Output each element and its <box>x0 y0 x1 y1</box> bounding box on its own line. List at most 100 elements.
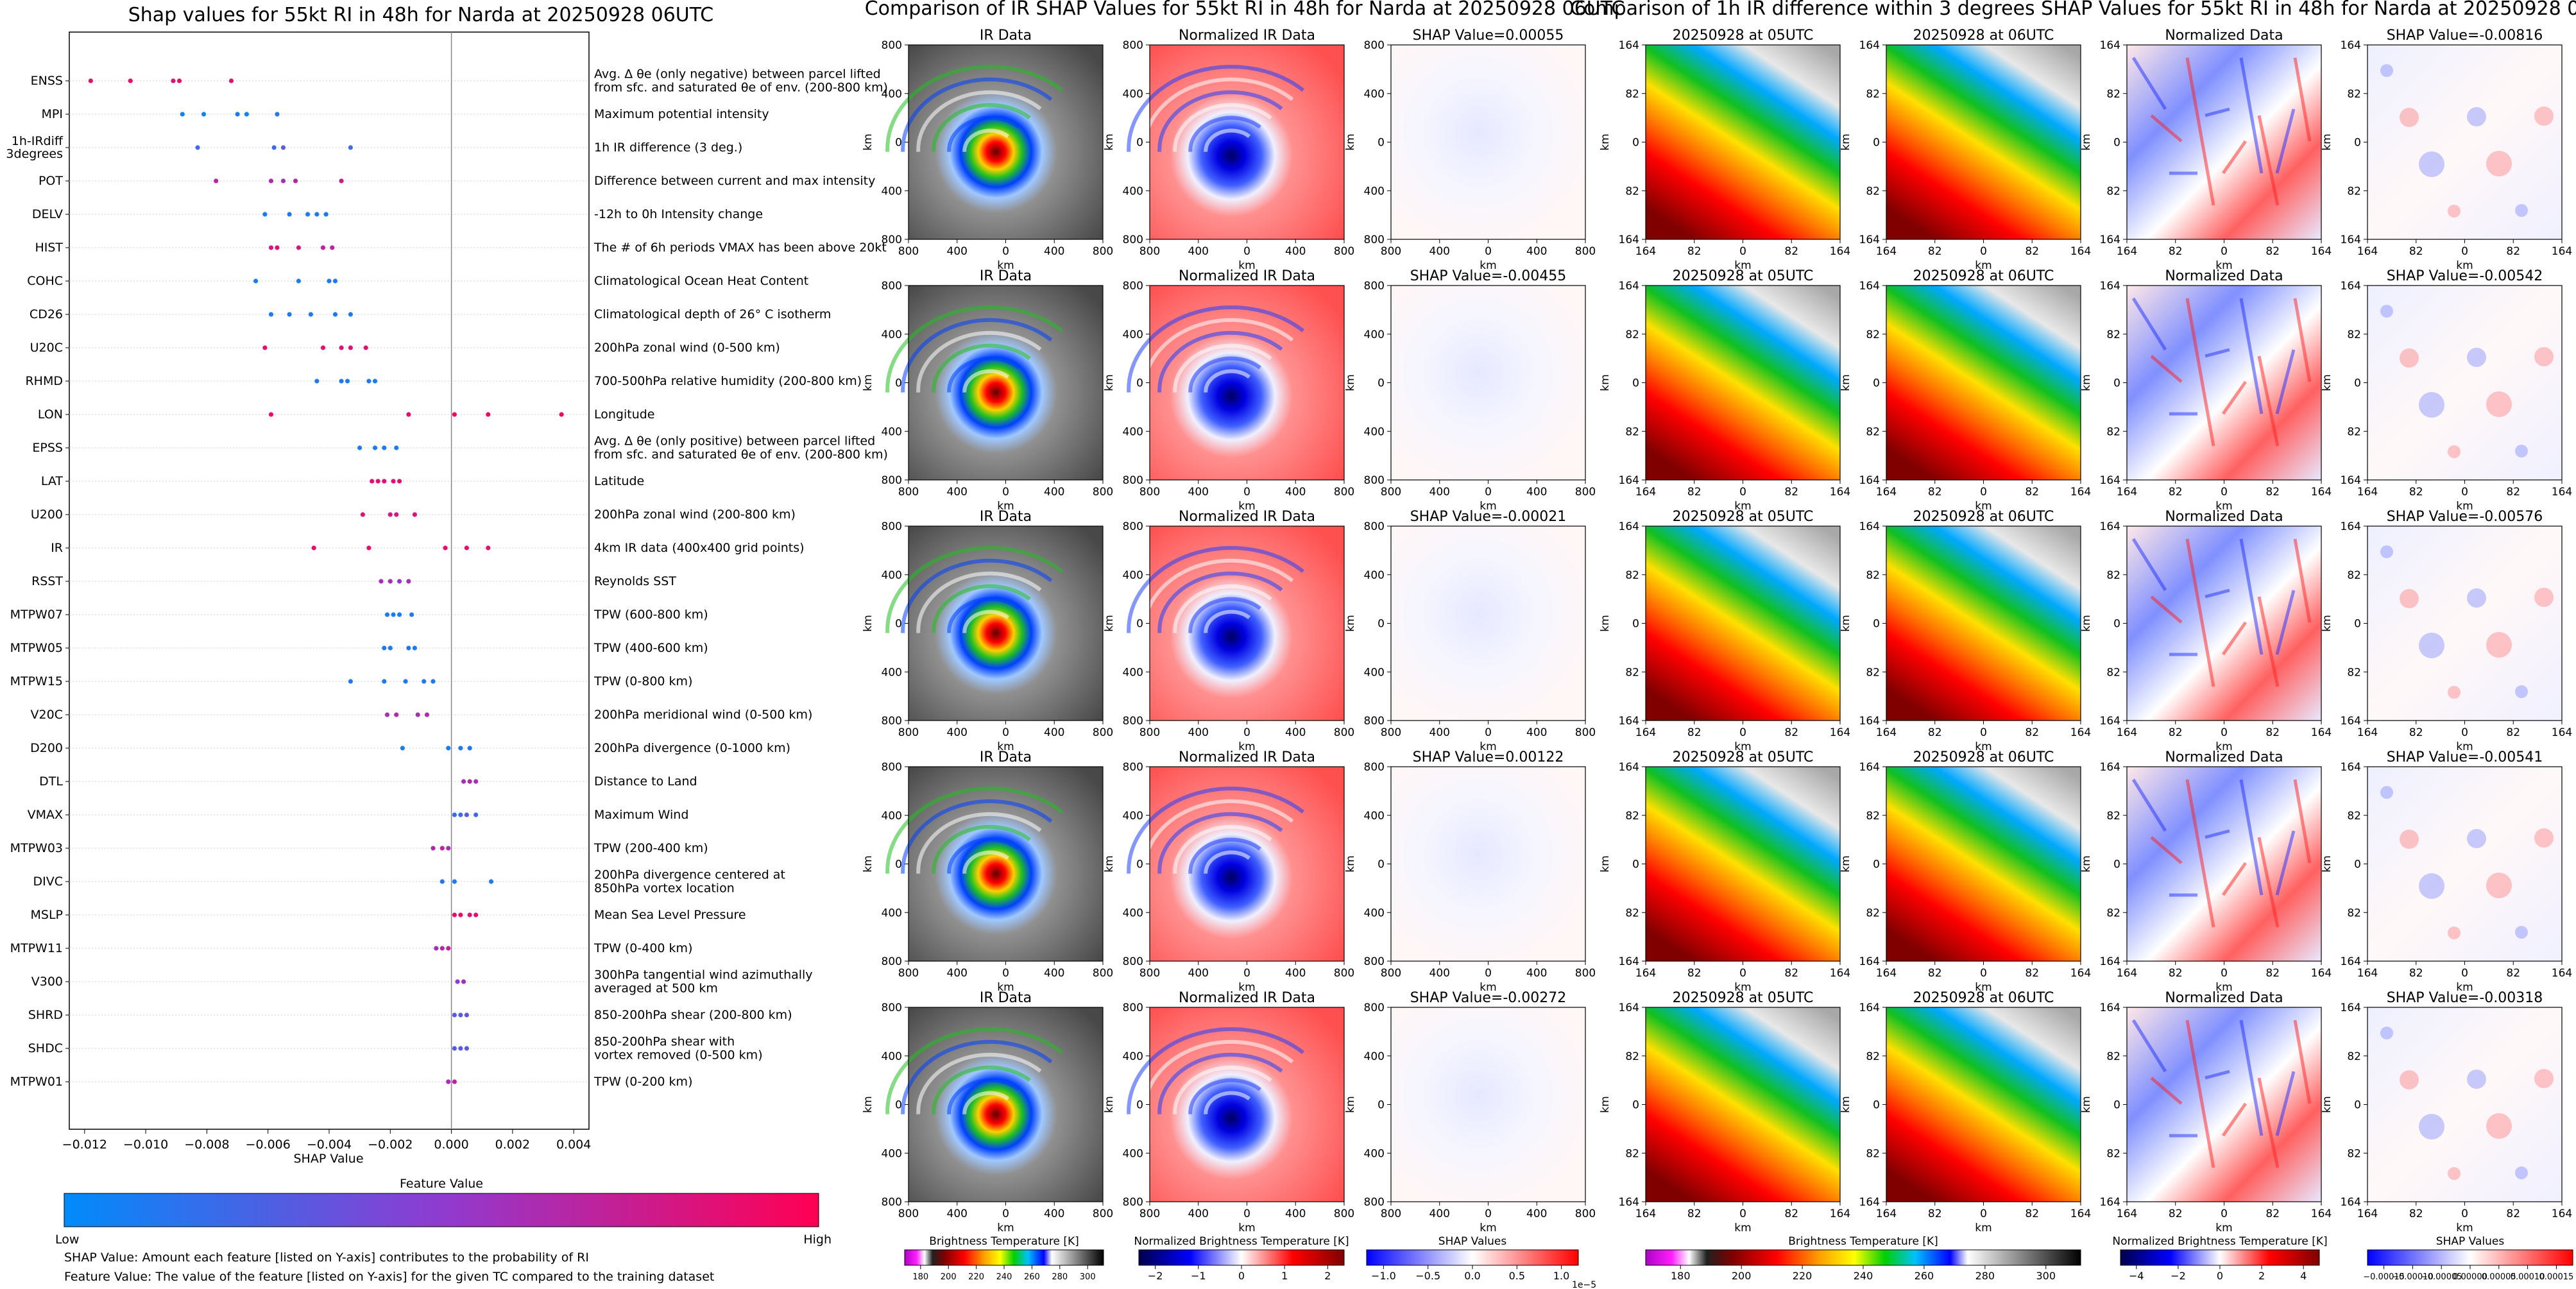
texture-band <box>1173 584 1272 633</box>
x-tick-label: 400 <box>947 486 968 499</box>
shap-point <box>394 712 399 717</box>
x-tick-label: 400 <box>1429 726 1450 739</box>
shap-point <box>280 145 286 150</box>
shap-point <box>409 612 414 617</box>
colorbar-tick-label: 240 <box>996 1272 1012 1282</box>
y-axis-label: km <box>1599 855 1612 872</box>
panel-image <box>1886 45 2081 239</box>
shap-point <box>370 479 375 484</box>
y-tick-label: 0 <box>2113 1099 2120 1112</box>
shap-point <box>382 445 387 450</box>
colorbar-tick-label: 220 <box>1793 1270 1813 1282</box>
shap-point <box>458 1046 463 1051</box>
x-tick-label: 0 <box>1739 726 1746 739</box>
shap-point <box>311 545 316 551</box>
shap-point <box>467 912 472 918</box>
x-tick-label: 82 <box>2409 1208 2423 1220</box>
image-panel: Normalized Data1641648282008282164164kmk… <box>2080 990 2332 1234</box>
texture-band <box>947 837 1020 874</box>
texture-band <box>932 1065 1031 1114</box>
shap-point <box>394 445 399 450</box>
panel-title: Normalized IR Data <box>1179 28 1315 44</box>
x-tick-label: 800 <box>1093 726 1113 739</box>
y-axis-label: km <box>862 374 874 391</box>
feature-row: V20C 200hPa meridional wind (0-500 km) <box>31 708 813 722</box>
x-tick-label: 164 <box>2357 1208 2378 1220</box>
panel-image <box>1391 526 1585 721</box>
panel-title: SHAP Value=-0.00542 <box>2387 268 2543 284</box>
y-tick-label: 82 <box>2347 425 2361 438</box>
feature-name-label: SHRD <box>28 1008 63 1022</box>
x-tick-label: 82 <box>1928 245 1942 258</box>
texture-band <box>2239 1020 2264 1136</box>
texture-band <box>932 343 1031 393</box>
panel-image <box>1391 767 1585 961</box>
x-tick-label: 164 <box>1635 967 1656 980</box>
x-tick-label: 0 <box>1002 1208 1009 1220</box>
texture-band <box>2131 538 2167 592</box>
y-tick-label: 164 <box>2341 761 2361 774</box>
feature-row: MTPW05 TPW (400-600 km) <box>10 641 708 655</box>
feature-name-label: D200 <box>30 741 63 755</box>
x-tick-label: 0 <box>1002 726 1009 739</box>
x-axis-label: km <box>2456 1222 2473 1234</box>
panel-title: 20250928 at 06UTC <box>1913 509 2054 525</box>
irdiff-shap-grid: 20250928 at 05UTC 164 164 82 82 0 0 82 82 164 164 k… <box>1599 28 2572 1234</box>
texture-blob <box>2419 873 2444 899</box>
y-tick-label: 82 <box>1625 329 1639 341</box>
colorbar-tick-label: −2 <box>1148 1270 1163 1282</box>
texture-blob <box>2448 205 2461 218</box>
panel-image <box>2127 526 2321 721</box>
x-tick-label: 82 <box>1928 486 1942 499</box>
texture-band <box>1188 115 1261 152</box>
panel-title: 20250928 at 05UTC <box>1673 28 1814 44</box>
y-axis-label: km <box>1103 133 1116 150</box>
feature-name-label: MPI <box>42 107 63 121</box>
panel-title: 20250928 at 05UTC <box>1673 268 1814 284</box>
x-tick-label: 164 <box>2117 967 2137 980</box>
y-tick-label: 800 <box>1123 715 1143 728</box>
panel-image <box>908 1007 1103 1202</box>
x-tick-label: 800 <box>1139 726 1160 739</box>
y-tick-label: 82 <box>2106 88 2120 101</box>
panel-image <box>2127 286 2321 480</box>
colorbar-label: Normalized Brightness Temperature [K] <box>2112 1235 2327 1248</box>
panel-title: SHAP Value=-0.00021 <box>1410 509 1567 525</box>
x-tick-label: 82 <box>2409 486 2423 499</box>
shap-point <box>452 1079 457 1084</box>
feature-row: MSLP Mean Sea Level Pressure <box>31 908 746 922</box>
texture-band <box>2257 837 2280 928</box>
footnote-shap: SHAP Value: Amount each feature [listed … <box>64 1251 589 1265</box>
y-tick-label: 164 <box>1859 280 1880 293</box>
y-tick-label: 0 <box>1378 137 1385 149</box>
feature-description: Distance to Land <box>594 774 697 789</box>
x-tick-label: 800 <box>1381 1208 1401 1220</box>
shap-point <box>439 846 445 851</box>
x-tick-label: 0 <box>2461 1208 2468 1220</box>
irdiff-shap-colorbars: Brightness Temperature [K]180 200 220 240 26… <box>1645 1235 2573 1282</box>
texture-blob <box>2380 545 2393 558</box>
y-tick-label: 164 <box>1619 1002 1639 1014</box>
x-tick-label: 164 <box>1876 967 1897 980</box>
panel-image <box>908 45 1103 239</box>
x-tick-label: 0 <box>2461 245 2468 258</box>
colorbar-tick-label: 0.0 <box>1464 1270 1480 1282</box>
shap-point <box>268 312 274 317</box>
texture-band <box>885 305 1064 393</box>
panel-image <box>1391 286 1585 480</box>
feature-description: Climatological depth of 26° C isotherm <box>594 307 831 321</box>
y-tick-label: 400 <box>1364 666 1385 679</box>
shap-point <box>287 312 292 317</box>
image-panel: 20250928 at 05UTC1641648282008282164164k… <box>1599 990 1850 1234</box>
x-tick-label: 164 <box>2311 1208 2332 1220</box>
texture-band <box>2185 779 2215 928</box>
shap-point <box>388 645 393 651</box>
x-tick-label: 164 <box>2117 1208 2137 1220</box>
feature-row: LAT Latitude <box>41 474 644 488</box>
shap-point <box>431 846 436 851</box>
texture-band <box>1127 64 1305 152</box>
panel-image <box>1150 286 1344 480</box>
colorbar: SHAP Values −1.0 −0.5 0.0 0.5 1.01e−5 <box>1366 1235 1596 1289</box>
y-tick-label: 800 <box>882 520 902 533</box>
y-tick-label: 82 <box>2106 425 2120 438</box>
